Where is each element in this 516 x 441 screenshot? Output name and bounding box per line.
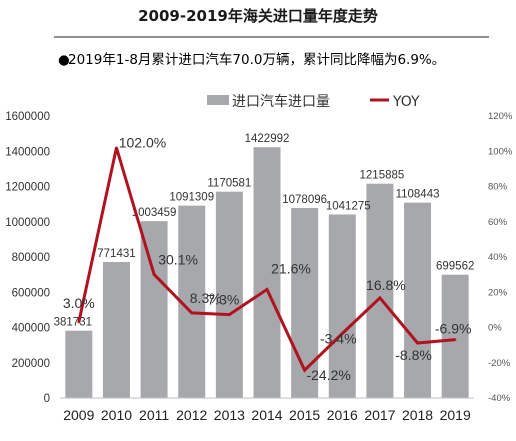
yoy-value-label: 16.8% (366, 277, 406, 293)
y-left-tick-label: 0 (44, 393, 50, 405)
yoy-value-label: -6.9% (435, 321, 472, 337)
bar-value-label: 1041275 (326, 200, 371, 212)
yoy-value-label: -3.4% (320, 330, 357, 346)
y-left-tick-label: 600000 (12, 287, 50, 299)
legend-label-line: YOY (392, 94, 420, 110)
yoy-point (265, 288, 269, 291)
y-right-tick-label: 40% (488, 252, 508, 263)
yoy-line-series (77, 146, 457, 373)
bar (253, 147, 281, 398)
yoy-point (77, 321, 81, 324)
bar-value-label: 1003459 (132, 207, 177, 219)
x-tick-label: 2014 (251, 407, 282, 423)
yoy-value-label: -8.8% (395, 347, 432, 363)
y-right-tick-label: 120% (488, 111, 513, 122)
y-right-tick-label: 100% (488, 146, 513, 157)
bar (65, 330, 93, 398)
bar-value-labels: 381731 771431 1003459 1091309 1170581 1422992… (54, 133, 475, 329)
x-tick-label: 2015 (289, 407, 320, 423)
y-right-tick-label: 0% (488, 323, 502, 334)
bar-value-label: 381731 (54, 317, 92, 329)
y-left-tick-label: 400000 (12, 323, 50, 335)
yoy-point (115, 146, 118, 149)
legend: 进口汽车进口量 YOY (207, 93, 420, 110)
bar (441, 274, 469, 398)
x-tick-label: 2012 (176, 407, 207, 423)
yoy-point (453, 338, 457, 341)
subtitle-bullet: ● (58, 52, 70, 68)
yoy-point (228, 313, 231, 316)
bar (328, 214, 356, 398)
bar (102, 262, 130, 398)
chart-title: 2009-2019年海关进口量年度走势 (138, 7, 378, 25)
y-right-tick-label: 20% (488, 287, 508, 298)
x-tick-label: 2013 (214, 407, 245, 423)
y-left-tick-label: 800000 (12, 252, 50, 264)
yoy-value-label: 21.6% (271, 260, 311, 276)
bar-value-label: 1108443 (396, 189, 440, 201)
yoy-value-label: 8.3% (190, 290, 222, 306)
y-right-tick-label: -20% (488, 358, 511, 369)
x-tick-label: 2019 (440, 407, 471, 423)
bar-series (65, 147, 469, 398)
yoy-value-label: 102.0% (119, 135, 166, 151)
bar-value-label: 771431 (97, 248, 135, 260)
x-tick-label: 2011 (139, 407, 169, 423)
bar-value-label: 1170581 (207, 178, 251, 190)
yoy-point (190, 311, 193, 315)
y-left-tick-label: 1000000 (5, 217, 50, 229)
y-right-tick-label: 60% (488, 217, 508, 228)
y-axis-left: 0 200000 400000 600000 800000 1000000 1200000 1… (5, 111, 50, 405)
yoy-point (416, 341, 419, 345)
bar (140, 221, 168, 398)
yoy-value-label: 3.0% (63, 295, 95, 311)
x-tick-label: 2009 (63, 407, 94, 423)
bar (291, 207, 319, 398)
yoy-value-label: -24.2% (306, 367, 350, 383)
x-tick-label: 2010 (101, 407, 132, 423)
yoy-value-label: 30.1% (158, 251, 198, 267)
x-tick-label: 2018 (402, 407, 433, 423)
y-left-tick-label: 200000 (12, 358, 50, 370)
bar (404, 202, 432, 398)
yoy-point (341, 332, 344, 335)
bar (366, 183, 394, 398)
yoy-point (303, 368, 306, 372)
y-left-tick-label: 1400000 (5, 146, 50, 158)
legend-swatch-bar (207, 95, 229, 105)
yoy-value-label: 7.3% (207, 292, 239, 308)
x-tick-label: 2016 (327, 407, 358, 423)
legend-label-bar: 进口汽车进口量 (232, 93, 330, 110)
bar-value-label: 1215885 (360, 170, 405, 182)
y-axis-right: -40% -20% 0% 20% 40% 60% 80% 100% 120% (488, 111, 513, 404)
bar-value-label: 699562 (436, 261, 474, 273)
y-right-tick-label: 80% (488, 182, 508, 193)
x-tick-label: 2017 (364, 407, 395, 423)
y-left-tick-label: 1200000 (5, 182, 50, 194)
yoy-point (152, 273, 156, 276)
bar-value-label: 1091309 (169, 192, 214, 204)
y-right-tick-label: -40% (488, 393, 511, 404)
yoy-value-labels: 3.0% 102.0% 30.1% 8.3%7.3% 21.6% -24.2% -3.4% 1… (63, 135, 472, 383)
bar (215, 191, 243, 398)
y-left-tick-label: 1600000 (5, 111, 50, 123)
bar-value-label: 1078096 (282, 194, 327, 206)
chart-subtitle: 2019年1-8月累计进口汽车70.0万辆，累计同比降幅为6.9%。 (68, 51, 445, 68)
x-axis: 2009 2010 2011 2012 2013 2014 2015 2016 2017 2018… (63, 407, 471, 423)
yoy-point (378, 296, 382, 300)
bar-value-label: 1422992 (245, 133, 290, 145)
